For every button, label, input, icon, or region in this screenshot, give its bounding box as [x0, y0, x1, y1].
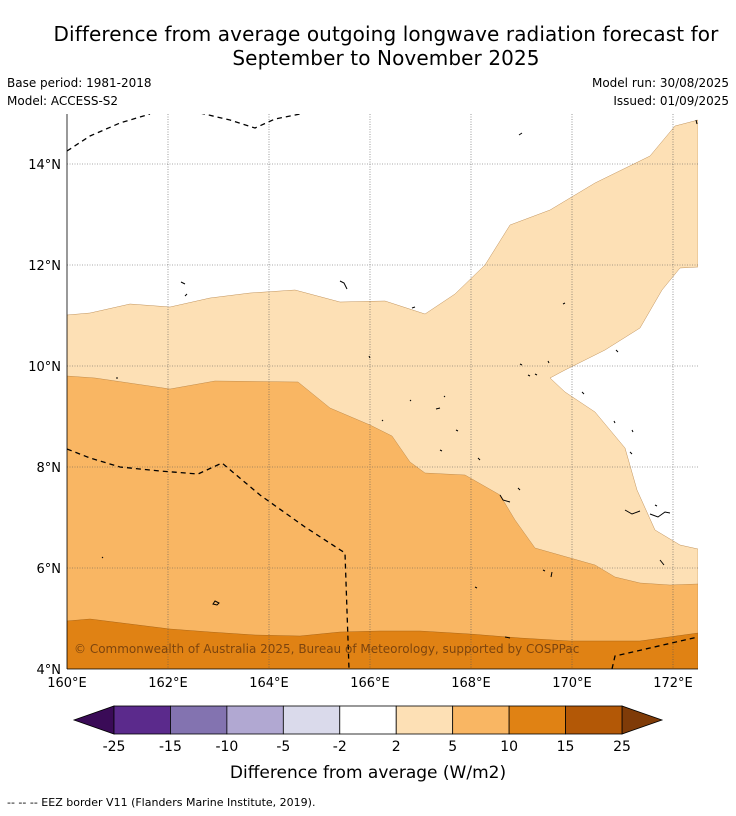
colorbar-tick-label: -10 [215, 739, 238, 755]
colorbar-tick-label: -5 [276, 739, 290, 755]
islands [101, 119, 698, 639]
lat-label: 12°N [28, 259, 61, 274]
longitude-labels: 160°E 162°E 164°E 166°E 168°E 170°E 172°… [47, 676, 693, 691]
chart-title: Difference from average outgoing longwav… [0, 22, 736, 70]
lon-label: 172°E [653, 676, 693, 691]
colorbar-tick-label: -15 [159, 739, 182, 755]
colorbar-tick-label: -25 [103, 739, 126, 755]
model-name: Model: ACCESS-S2 [7, 94, 119, 108]
colorbar-tick-label: 15 [557, 739, 575, 755]
lat-label: 4°N [37, 663, 62, 678]
lon-label: 162°E [148, 676, 188, 691]
anomaly-region-5-to-10 [67, 375, 698, 669]
title-line-1: Difference from average outgoing longwav… [53, 22, 719, 46]
colorbar-tick-label: -2 [333, 739, 347, 755]
colorbar-segment [395, 705, 454, 735]
colorbar-extend-low [72, 705, 115, 735]
lon-label: 164°E [249, 676, 289, 691]
colorbar-segment [565, 705, 623, 735]
base-period: Base period: 1981-2018 [7, 76, 152, 90]
lat-label: 10°N [28, 360, 61, 375]
longitude-gridlines [167, 114, 674, 669]
colorbar-title: Difference from average (W/m2) [230, 763, 506, 783]
model-run: Model run: 30/08/2025 [591, 76, 729, 90]
lon-label: 170°E [552, 676, 592, 691]
eez-borders [67, 114, 698, 669]
lat-label: 8°N [37, 461, 62, 476]
latitude-gridlines [67, 163, 698, 569]
map-area: © Commonwealth of Australia 2025, Bureau… [67, 114, 698, 669]
colorbar-segment [226, 705, 284, 735]
lon-label: 168°E [451, 676, 491, 691]
eez-footnote: -- -- -- EEZ border V11 (Flanders Marine… [7, 796, 316, 809]
issued-date: Issued: 01/09/2025 [613, 94, 729, 108]
anomaly-region-10-to-15 [67, 618, 698, 669]
colorbar: -25 -15 -10 -5 -2 2 5 10 15 25 [72, 705, 664, 755]
title-line-2: September to November 2025 [232, 46, 540, 70]
colorbar-segment [282, 705, 341, 735]
colorbar-segment [170, 705, 228, 735]
copyright-notice: © Commonwealth of Australia 2025, Bureau… [74, 642, 579, 656]
meta-left: Base period: 1981-2018 Model: ACCESS-S2 [7, 74, 152, 110]
lat-label: 14°N [28, 158, 61, 173]
colorbar-extend-high [621, 705, 664, 735]
colorbar-tick-label: 10 [500, 739, 518, 755]
colorbar-tick-label: 25 [613, 739, 631, 755]
colorbar-tick-label: 2 [392, 739, 401, 755]
lon-label: 166°E [350, 676, 390, 691]
colorbar-segment [508, 705, 566, 735]
colorbar-segment [339, 705, 397, 735]
lat-label: 6°N [37, 562, 62, 577]
colorbar-segment [113, 705, 171, 735]
lon-label: 160°E [47, 676, 87, 691]
latitude-labels: 14°N 12°N 10°N 8°N 6°N 4°N [28, 158, 61, 678]
colorbar-tick-label: 5 [448, 739, 457, 755]
meta-right: Model run: 30/08/2025 Issued: 01/09/2025 [592, 74, 729, 110]
colorbar-segment [452, 705, 510, 735]
